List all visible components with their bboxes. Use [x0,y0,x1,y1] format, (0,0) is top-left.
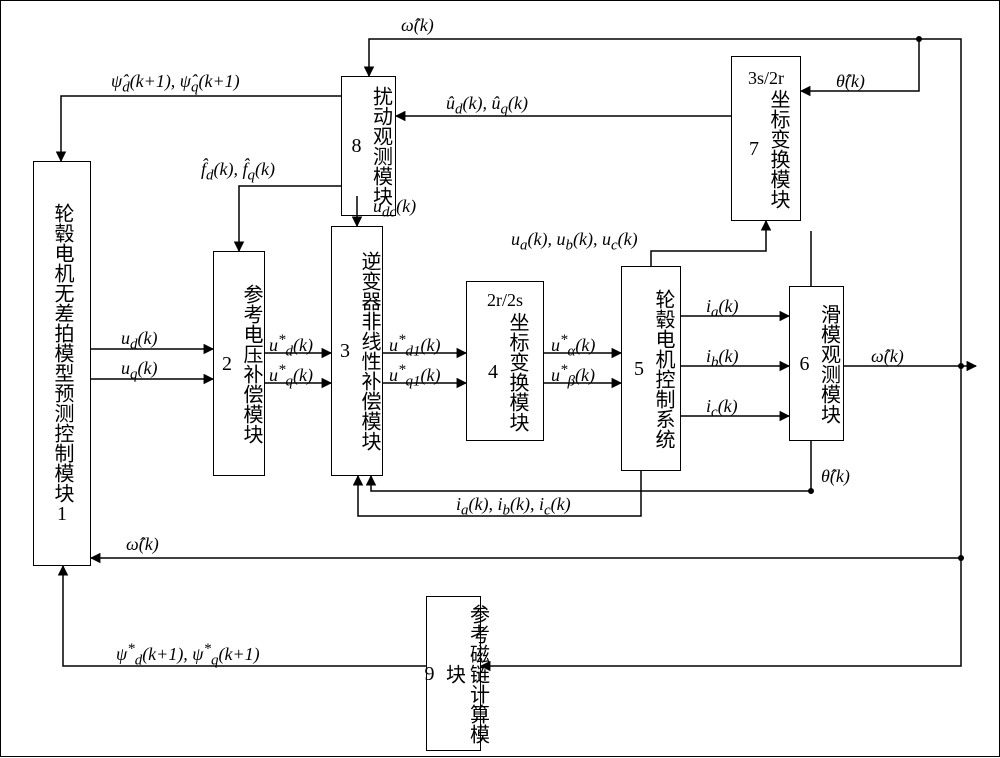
block-6-sliding-mode-obs: 滑模观测模块6 [789,286,844,441]
sig-omega-fb: ω̂(k) [126,534,159,555]
sig-uq1-star: u*q1(k) [389,362,440,391]
sig-theta-top: θ̂(k) [836,71,865,92]
sig-ub-star: u*β(k) [551,362,595,391]
sig-u-hat-dq: ûd(k), ûq(k) [446,93,528,119]
block-7-label: 坐标变换模块7 [742,89,790,209]
block-2-label: 参考电压补偿模块2 [215,284,263,444]
sig-omega-b6: ω̂(k) [871,346,904,367]
block-6-label: 滑模观测模块6 [793,304,841,424]
block-3-inverter-nl-comp: 逆变器非线性补偿模块3 [331,226,383,476]
sig-omega-top: ω̂(k) [401,15,434,36]
sig-uabc: ua(k), ub(k), uc(k) [511,229,638,255]
diagram-canvas: 轮毂电机无差拍模型预测控制模块1 参考电压补偿模块2 逆变器非线性补偿模块3 2… [0,0,1000,757]
sig-uq-star: u*q(k) [269,362,313,391]
block-4-2r2s-transform: 2r/2s 坐标变换模块4 [466,281,544,441]
block-4-title: 2r/2s [487,290,523,312]
sig-ia: ia(k) [706,296,739,322]
block-9-ref-flux-calc: 参考磁链计算模块9 [426,596,481,751]
block-7-3s2r-transform: 3s/2r 坐标变换模块7 [731,56,801,221]
sig-udc: udc(k) [373,196,416,222]
block-8-label: 扰动观测模块8 [345,86,393,206]
block-9-label: 参考磁链计算模块9 [418,601,490,746]
block-1-label: 轮毂电机无差拍模型预测控制模块1 [50,203,74,525]
sig-ud: ud(k) [121,328,157,354]
sig-ud-star: u*d(k) [269,332,313,361]
block-4-label: 坐标变换模块4 [481,312,529,432]
sig-theta-b6: θ̂(k) [821,466,850,487]
block-1-predictive-control: 轮毂电机无差拍模型预测控制模块1 [33,161,91,566]
block-2-ref-voltage-comp: 参考电压补偿模块2 [213,251,265,476]
block-7-title: 3s/2r [748,68,784,90]
block-3-label: 逆变器非线性补偿模块3 [333,251,381,451]
block-5-label: 轮毂电机控制系统5 [627,289,675,449]
sig-psi-star: ψ*d(k+1), ψ*q(k+1) [116,641,260,670]
sig-ib: ib(k) [706,346,739,372]
sig-ic: ic(k) [706,396,738,422]
block-5-hub-motor-sys: 轮毂电机控制系统5 [621,266,681,471]
block-8-disturbance-obs: 扰动观测模块8 [341,76,396,216]
sig-ud1-star: u*d1(k) [389,332,440,361]
sig-psi-hat: ψ̂d(k+1), ψ̂q(k+1) [111,71,240,97]
sig-uq: uq(k) [121,358,157,384]
sig-iabc-fb: ia(k), ib(k), ic(k) [456,494,571,520]
sig-f-hat: f̂d(k), f̂q(k) [201,159,275,185]
sig-ua-star: u*α(k) [551,332,595,361]
